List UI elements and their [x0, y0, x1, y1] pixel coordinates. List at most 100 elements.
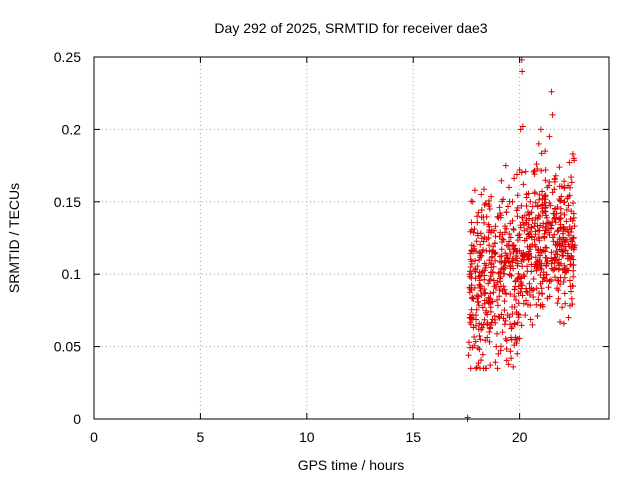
- x-axis-label: GPS time / hours: [298, 457, 405, 473]
- data-point: [528, 224, 535, 231]
- data-point: [551, 186, 558, 193]
- data-point: [497, 214, 504, 221]
- data-point: [490, 277, 497, 284]
- data-point: [483, 247, 490, 254]
- data-point: [487, 362, 494, 369]
- data-point: [515, 290, 522, 297]
- data-point: [563, 218, 570, 225]
- data-point: [549, 234, 556, 241]
- data-point: [494, 330, 501, 337]
- data-point: [492, 233, 499, 240]
- data-point: [537, 272, 544, 278]
- data-point: [488, 319, 495, 326]
- data-point: [533, 301, 540, 308]
- data-point: [553, 256, 560, 263]
- data-point: [565, 314, 572, 321]
- data-point: [557, 210, 564, 217]
- data-point: [538, 150, 545, 157]
- x-tick-label: 20: [512, 429, 528, 445]
- data-point: [554, 259, 561, 266]
- data-point: [470, 229, 477, 236]
- data-point: [552, 219, 559, 226]
- data-point: [561, 178, 568, 185]
- data-point: [564, 226, 571, 233]
- data-point: [564, 252, 571, 259]
- data-point: [484, 321, 491, 328]
- data-point: [554, 251, 561, 258]
- data-point: [534, 247, 541, 254]
- data-point: [514, 192, 521, 199]
- data-point: [512, 245, 519, 252]
- data-point: [496, 269, 503, 276]
- data-point: [514, 350, 521, 357]
- data-point: [478, 207, 485, 214]
- data-point: [553, 285, 560, 292]
- data-point: [548, 88, 555, 95]
- data-point: [477, 241, 484, 248]
- data-point: [543, 271, 550, 278]
- data-point: [486, 242, 493, 249]
- data-point: [498, 177, 505, 184]
- y-tick-label: 0: [73, 411, 81, 427]
- data-point: [526, 215, 533, 222]
- data-point: [542, 223, 549, 230]
- data-point: [520, 181, 527, 188]
- data-point: [480, 238, 487, 245]
- data-point: [546, 133, 553, 140]
- data-point: [534, 215, 541, 222]
- data-point: [518, 285, 525, 292]
- data-point: [531, 171, 538, 178]
- data-point: [522, 312, 529, 319]
- data-point: [472, 248, 479, 255]
- data-point: [475, 209, 482, 216]
- data-point: [546, 293, 553, 300]
- data-point: [538, 266, 545, 273]
- data-point: [566, 159, 573, 166]
- data-point: [526, 233, 533, 240]
- data-point: [550, 238, 557, 245]
- data-point: [505, 184, 512, 191]
- data-point: [556, 183, 563, 190]
- data-point: [505, 258, 512, 265]
- data-point: [477, 287, 484, 294]
- data-point: [473, 364, 480, 371]
- data-point: [535, 140, 542, 147]
- data-point: [560, 320, 567, 327]
- data-point: [549, 189, 556, 196]
- data-point: [482, 365, 489, 372]
- data-point: [521, 273, 528, 280]
- data-point: [535, 212, 542, 219]
- data-point: [571, 157, 578, 164]
- data-point: [538, 167, 545, 174]
- data-point: [515, 300, 522, 307]
- data-point: [542, 196, 549, 203]
- data-point: [535, 296, 542, 303]
- data-point: [478, 214, 485, 221]
- data-point: [514, 213, 521, 220]
- data-point: [553, 265, 559, 272]
- data-point: [486, 328, 493, 335]
- data-point: [519, 282, 526, 289]
- data-point: [557, 197, 564, 204]
- data-point: [541, 275, 548, 282]
- data-point: [519, 123, 526, 130]
- data-point: [495, 350, 502, 357]
- data-point: [554, 228, 561, 235]
- data-point: [569, 238, 576, 245]
- data-point: [518, 250, 525, 257]
- data-point: [531, 220, 538, 227]
- data-point: [494, 213, 501, 220]
- data-point: [479, 351, 486, 358]
- data-point: [510, 265, 517, 272]
- data-point: [513, 207, 520, 214]
- data-point: [472, 338, 479, 345]
- data-point: [507, 250, 514, 257]
- data-point: [529, 321, 536, 328]
- data-point: [553, 247, 560, 254]
- data-point: [546, 229, 553, 236]
- data-point: [518, 169, 525, 176]
- data-point: [496, 314, 503, 321]
- data-point: [478, 269, 485, 276]
- data-point: [519, 263, 526, 270]
- data-point: [546, 182, 553, 189]
